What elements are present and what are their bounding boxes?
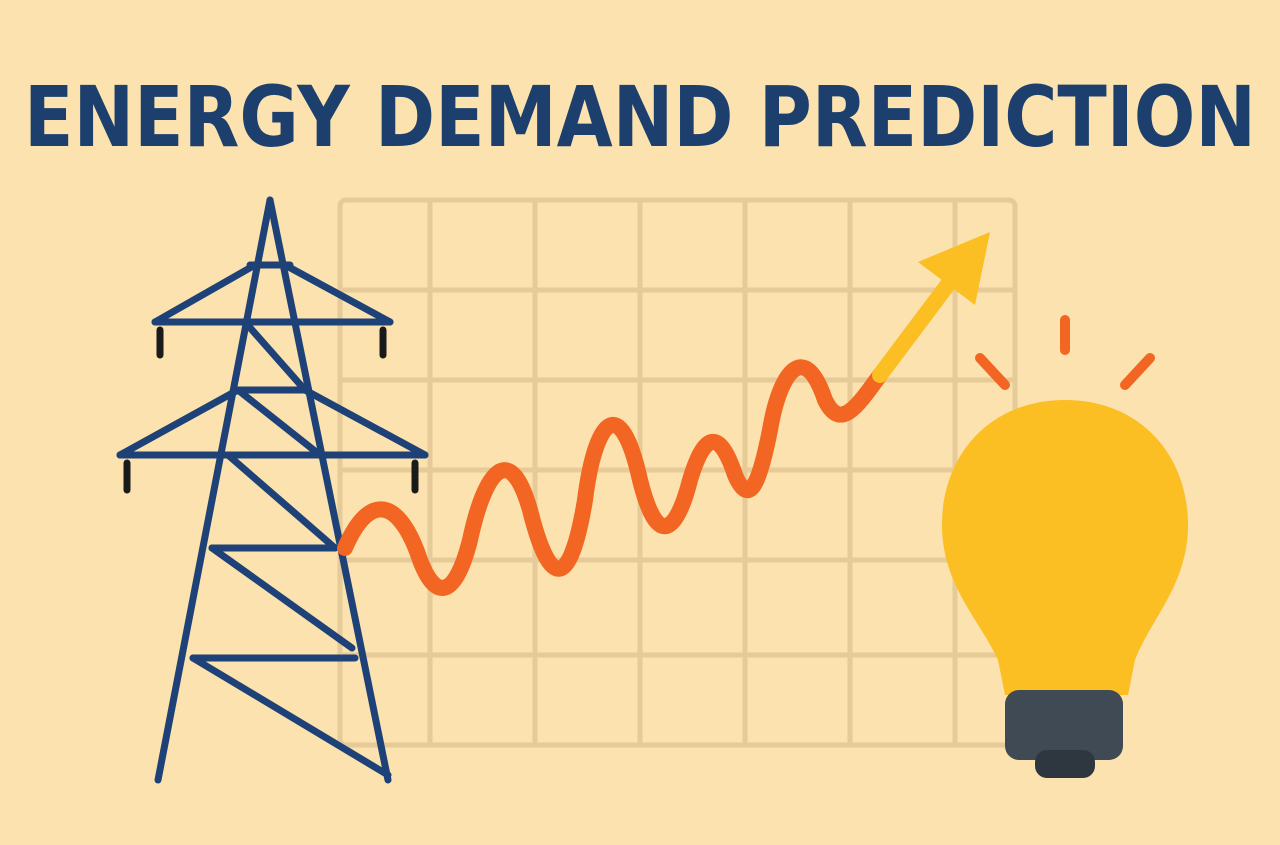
light-rays — [975, 315, 1155, 390]
light-bulb — [942, 400, 1188, 778]
grid — [337, 197, 1018, 748]
power-tower — [116, 196, 429, 784]
trend-arrow-shaft — [872, 267, 963, 383]
trend-arrow-head — [918, 232, 990, 305]
insulators — [123, 326, 419, 494]
title: ENERGY DEMAND PREDICTION — [24, 68, 1256, 166]
demand-wave — [337, 359, 888, 596]
